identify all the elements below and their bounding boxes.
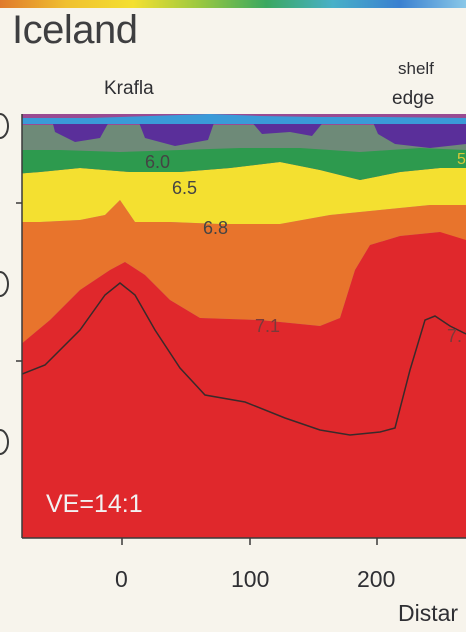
label-7-x: 7. xyxy=(447,326,462,346)
layer-6-0-d xyxy=(372,120,466,148)
label-5: 5 xyxy=(457,151,466,168)
label-6-8: 6.8 xyxy=(203,218,228,238)
y-label-partial xyxy=(0,271,10,297)
x-tick-label-200: 200 xyxy=(357,566,396,592)
layer-6-0-a xyxy=(52,120,110,142)
shelf-label: shelf xyxy=(398,59,434,78)
moho-boundary xyxy=(22,282,466,436)
layer-6-0-b xyxy=(138,120,215,146)
y-label-partial xyxy=(0,113,10,139)
grey-band xyxy=(22,125,466,152)
color-scale-strip xyxy=(0,0,466,8)
x-axis-label: Distar xyxy=(398,600,459,626)
x-tick-label-0: 0 xyxy=(115,566,128,592)
layer-6-8 xyxy=(22,162,466,224)
layer-7-0 xyxy=(22,200,466,344)
edge-label: edge xyxy=(392,88,435,109)
layer-7-1 xyxy=(22,232,466,538)
label-7-1: 7.1 xyxy=(255,316,280,336)
water-layer xyxy=(22,114,466,124)
label-6-0: 6.0 xyxy=(145,152,170,172)
y-label-partial xyxy=(0,429,10,455)
x-tick-label-100: 100 xyxy=(231,566,270,592)
label-6-5: 6.5 xyxy=(172,178,197,198)
krafla-label: Krafla xyxy=(104,78,154,99)
vertical-exaggeration-label: VE=14:1 xyxy=(46,490,143,518)
page-title: Iceland xyxy=(12,8,138,52)
